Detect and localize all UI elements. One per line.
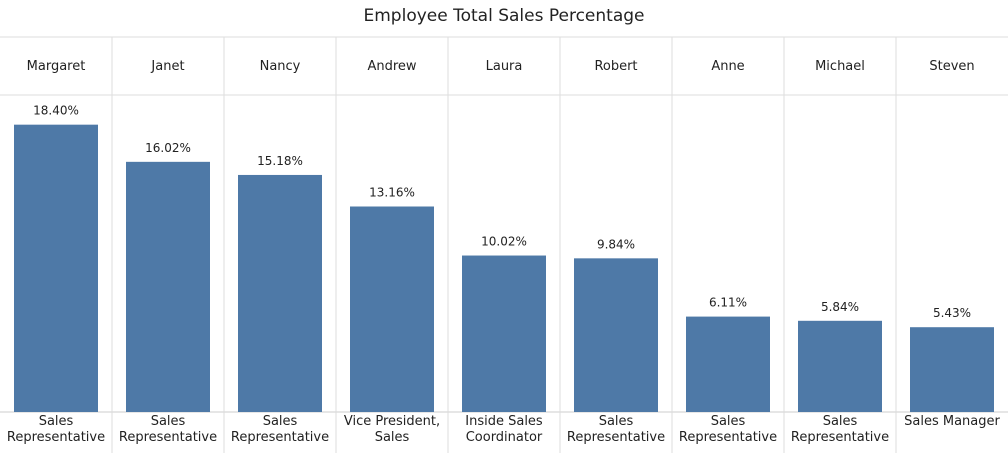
row-label: Vice President, Sales: [343, 414, 441, 445]
row-label: Sales Representative: [678, 414, 778, 445]
data-label: 9.84%: [597, 237, 635, 251]
data-label: 6.11%: [709, 296, 747, 310]
data-label: 5.84%: [821, 300, 859, 314]
column-header: Nancy: [259, 58, 301, 74]
bar: [350, 206, 434, 412]
column-header: Steven: [929, 58, 975, 74]
data-label: 15.18%: [257, 154, 303, 168]
row-label: Sales Manager: [904, 414, 1000, 429]
column-header: Anne: [711, 58, 745, 74]
bar: [14, 124, 98, 412]
bar: [910, 327, 994, 412]
chart-title: Employee Total Sales Percentage: [363, 6, 645, 26]
bar: [462, 255, 546, 412]
data-label: 13.16%: [369, 185, 415, 199]
column-header: Margaret: [26, 58, 86, 74]
row-label: Inside Sales Coordinator: [465, 414, 543, 445]
bar: [126, 161, 210, 412]
column-header: Robert: [594, 58, 638, 74]
row-label: Sales Representative: [6, 414, 106, 445]
data-label: 16.02%: [145, 141, 191, 155]
row-label: Sales Representative: [230, 414, 330, 445]
bar: [574, 258, 658, 412]
column-header: Michael: [815, 58, 865, 74]
column-header: Andrew: [367, 58, 417, 74]
row-label: Sales Representative: [566, 414, 666, 445]
bar: [238, 174, 322, 412]
row-label: Sales Representative: [790, 414, 890, 445]
bar: [798, 320, 882, 412]
bar: [686, 316, 770, 412]
column-header: Laura: [485, 58, 523, 74]
column-header: Janet: [151, 58, 185, 74]
data-label: 18.40%: [33, 104, 79, 118]
data-label: 10.02%: [481, 235, 527, 249]
data-label: 5.43%: [933, 306, 971, 320]
row-label: Sales Representative: [118, 414, 218, 445]
